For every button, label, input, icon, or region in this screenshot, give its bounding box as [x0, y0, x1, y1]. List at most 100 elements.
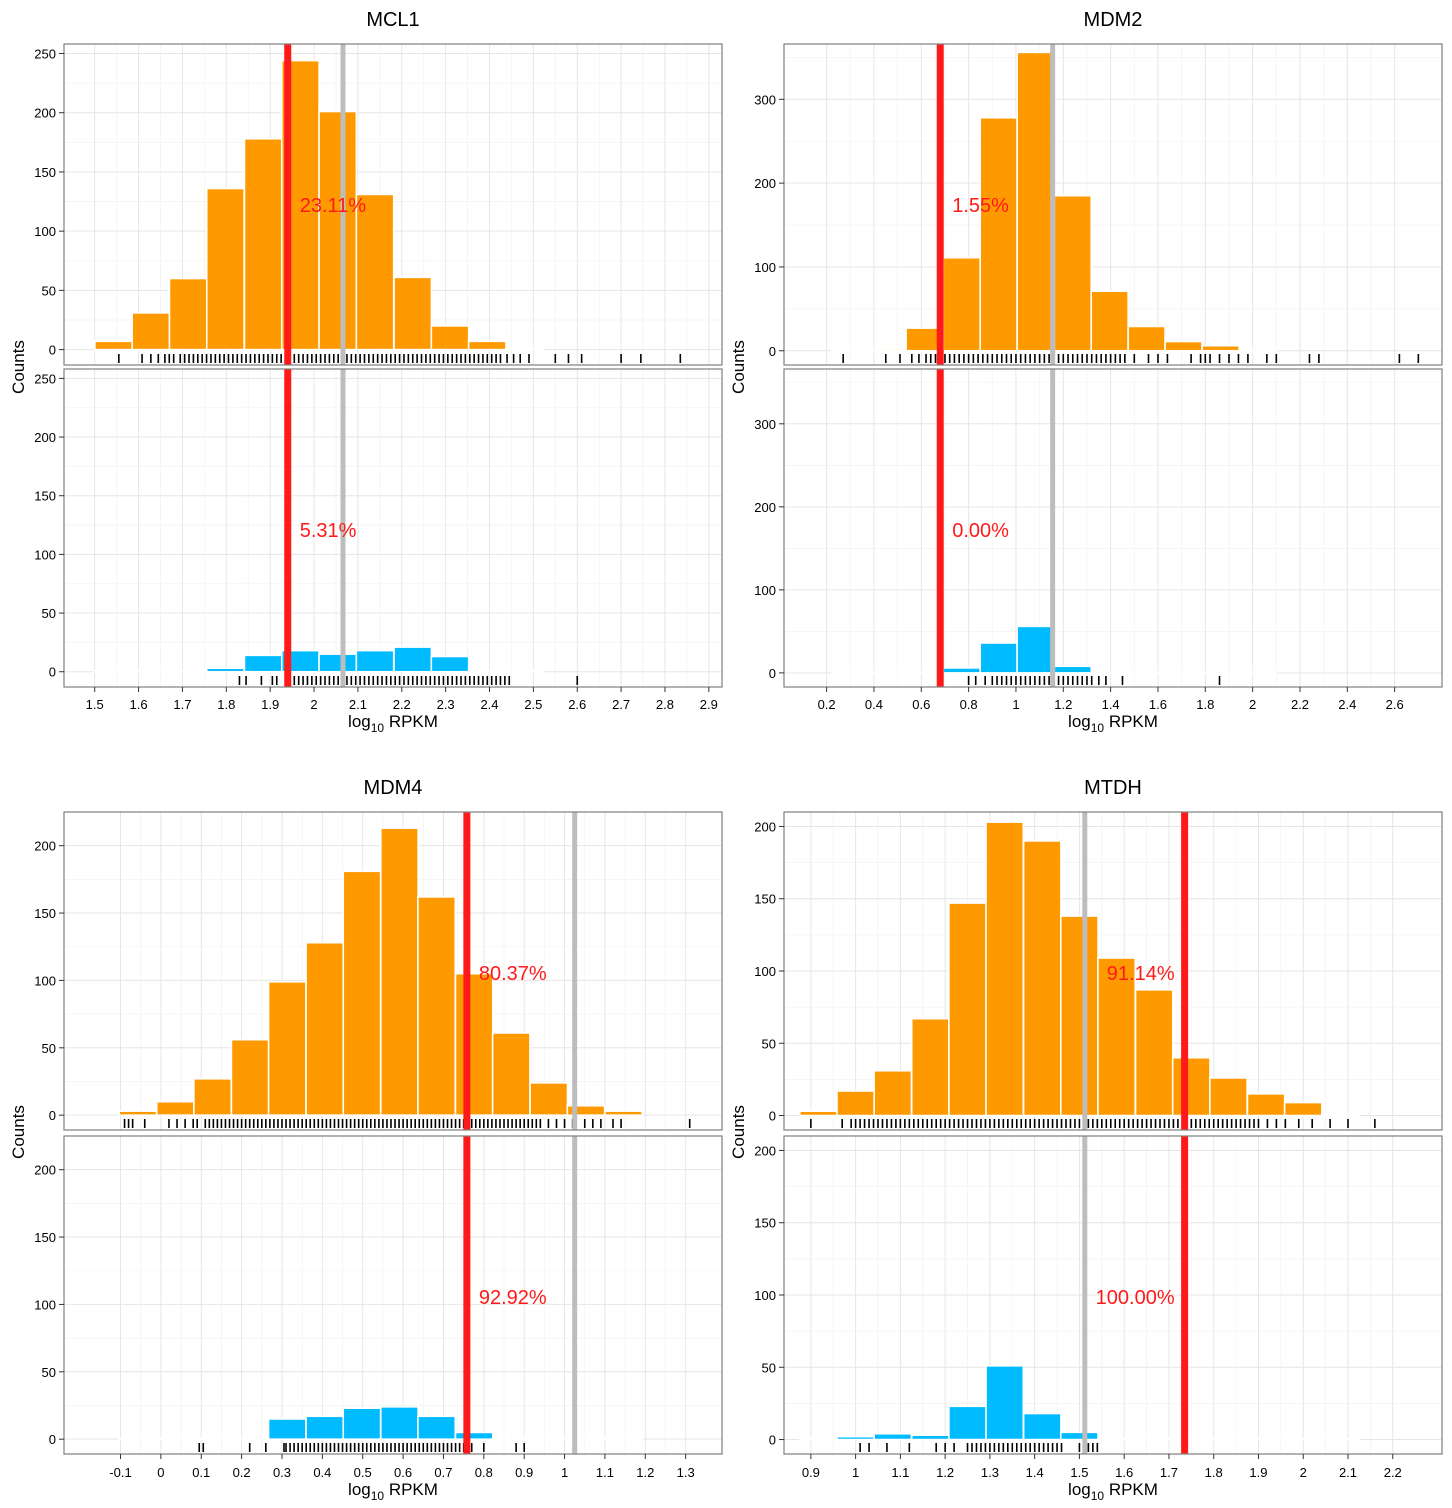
x-axis-label-subscript: 10	[1091, 1489, 1105, 1503]
histogram-bar	[155, 1437, 195, 1440]
histogram-bar	[873, 1432, 913, 1441]
histogram-bar	[1090, 290, 1129, 352]
histogram-bar	[131, 669, 171, 673]
x-tick-label: 1.9	[261, 697, 279, 712]
histogram-bar	[94, 340, 134, 351]
y-tick-label: 50	[42, 606, 56, 621]
histogram-bar	[417, 1415, 457, 1440]
histogram-bar	[505, 669, 545, 673]
histogram-bar	[836, 1435, 876, 1441]
histogram-bar	[454, 1431, 494, 1440]
x-tick-label: 0.9	[515, 1465, 533, 1480]
histogram-bar	[1134, 988, 1174, 1117]
y-tick-label: 0	[49, 1432, 56, 1447]
histogram-bar	[836, 1090, 876, 1117]
x-axis-label-unit: RPKM	[384, 712, 438, 731]
y-axis-label: Counts	[729, 340, 748, 394]
x-tick-label: 2.3	[437, 697, 455, 712]
histogram-bar	[985, 821, 1025, 1117]
histogram-bar	[979, 642, 1018, 674]
percentage-annotation: 80.37%	[479, 963, 547, 985]
y-tick-label: 0	[49, 343, 56, 358]
panel-background	[64, 369, 722, 687]
histogram-bar	[94, 669, 134, 673]
x-tick-label: 0.9	[802, 1465, 820, 1480]
panel-background	[64, 1136, 722, 1454]
x-tick-label: 1	[1012, 697, 1019, 712]
histogram-bar	[948, 902, 987, 1117]
histogram-bar	[491, 1437, 531, 1440]
x-tick-label: 2	[1249, 697, 1256, 712]
histogram-bar	[1022, 1412, 1062, 1441]
histogram-bar	[799, 1110, 838, 1117]
y-tick-label: 0	[49, 665, 56, 680]
panel-upper: 1.55% 0 100 200 300	[754, 43, 1443, 366]
percentage-annotation: 1.55%	[952, 195, 1009, 217]
x-tick-label: 2	[310, 697, 317, 712]
y-tick-label: 200	[34, 430, 56, 445]
histogram-bar	[393, 276, 433, 351]
percentage-annotation: 100.00%	[1096, 1287, 1175, 1309]
x-tick-label: 1.8	[1205, 1465, 1223, 1480]
histogram-bar	[118, 1437, 158, 1440]
histogram-bar	[979, 116, 1018, 352]
y-tick-label: 0	[49, 1108, 56, 1123]
panel-border	[63, 368, 723, 688]
histogram-bar	[604, 1437, 643, 1440]
x-tick-label: 0.2	[818, 697, 836, 712]
y-tick-label: 100	[34, 547, 56, 562]
percentage-annotation: 91.14%	[1107, 963, 1175, 985]
histogram-bar	[1053, 665, 1093, 674]
y-tick-label: 0	[769, 666, 776, 681]
y-tick-label: 100	[754, 964, 776, 979]
panel-lower: 92.92% 0 50 100 150 200 -0.1 0 0.1 0.2 0.3 0.4 0.5 0.…	[34, 1135, 723, 1480]
x-tick-label: 1.6	[1115, 1465, 1133, 1480]
histogram-bar	[205, 667, 245, 673]
x-tick-label: 1.3	[677, 1465, 695, 1480]
panel-lower: 100.00% 0 50 100 150 200 0.9 1 1.1 1.2 1.3 1.4 1.5 1.…	[754, 1135, 1443, 1480]
y-tick-label: 100	[34, 224, 56, 239]
y-tick-label: 100	[34, 973, 56, 988]
histogram-bar	[243, 137, 283, 351]
histogram-bar	[243, 654, 283, 673]
x-tick-label: 1.3	[981, 1465, 999, 1480]
chart-title: MTDH	[1084, 777, 1142, 799]
histogram-bar	[1238, 348, 1277, 352]
histogram-bar	[1059, 915, 1099, 1117]
x-tick-label: 2.2	[1291, 697, 1309, 712]
y-tick-label: 150	[754, 892, 776, 907]
y-tick-label: 0	[769, 344, 776, 359]
histogram-bar	[1164, 340, 1203, 352]
histogram-bar	[1090, 671, 1129, 674]
panel-upper: 91.14% 0 50 100 150 200	[754, 811, 1443, 1131]
histogram-bar	[1283, 1101, 1323, 1117]
percentage-annotation: 5.31%	[300, 520, 357, 542]
histogram-bar	[1201, 344, 1240, 352]
histogram-bar	[1201, 671, 1240, 674]
y-tick-label: 100	[34, 1297, 56, 1312]
y-tick-label: 200	[754, 819, 776, 834]
histogram-bar	[1016, 51, 1055, 352]
panel-background	[784, 369, 1442, 687]
histogram-bar	[305, 1415, 345, 1440]
y-tick-label: 50	[42, 283, 56, 298]
histogram-bar	[1171, 1437, 1211, 1441]
histogram-bar	[529, 1082, 569, 1116]
x-tick-label: 1.1	[596, 1465, 614, 1480]
panel-border	[63, 43, 723, 366]
x-tick-label: 0.7	[434, 1465, 452, 1480]
x-axis-label: log10 RPKM	[1068, 1480, 1158, 1503]
histogram-bar	[985, 1365, 1025, 1441]
histogram-bar	[467, 669, 507, 673]
chart-title: MDM2	[1084, 9, 1143, 31]
histogram-bar	[355, 193, 395, 351]
histogram-bar	[467, 340, 507, 351]
histogram-bar	[799, 1437, 838, 1441]
y-axis-label: Counts	[729, 1105, 748, 1159]
x-tick-label: 1.4	[1102, 697, 1120, 712]
x-tick-label: 1.7	[173, 697, 191, 712]
histogram-bar	[267, 980, 307, 1116]
histogram-bar	[873, 1069, 913, 1117]
chart-mdm4: MDM4Counts80.37%05010015020092.92%050100…	[9, 777, 723, 1503]
